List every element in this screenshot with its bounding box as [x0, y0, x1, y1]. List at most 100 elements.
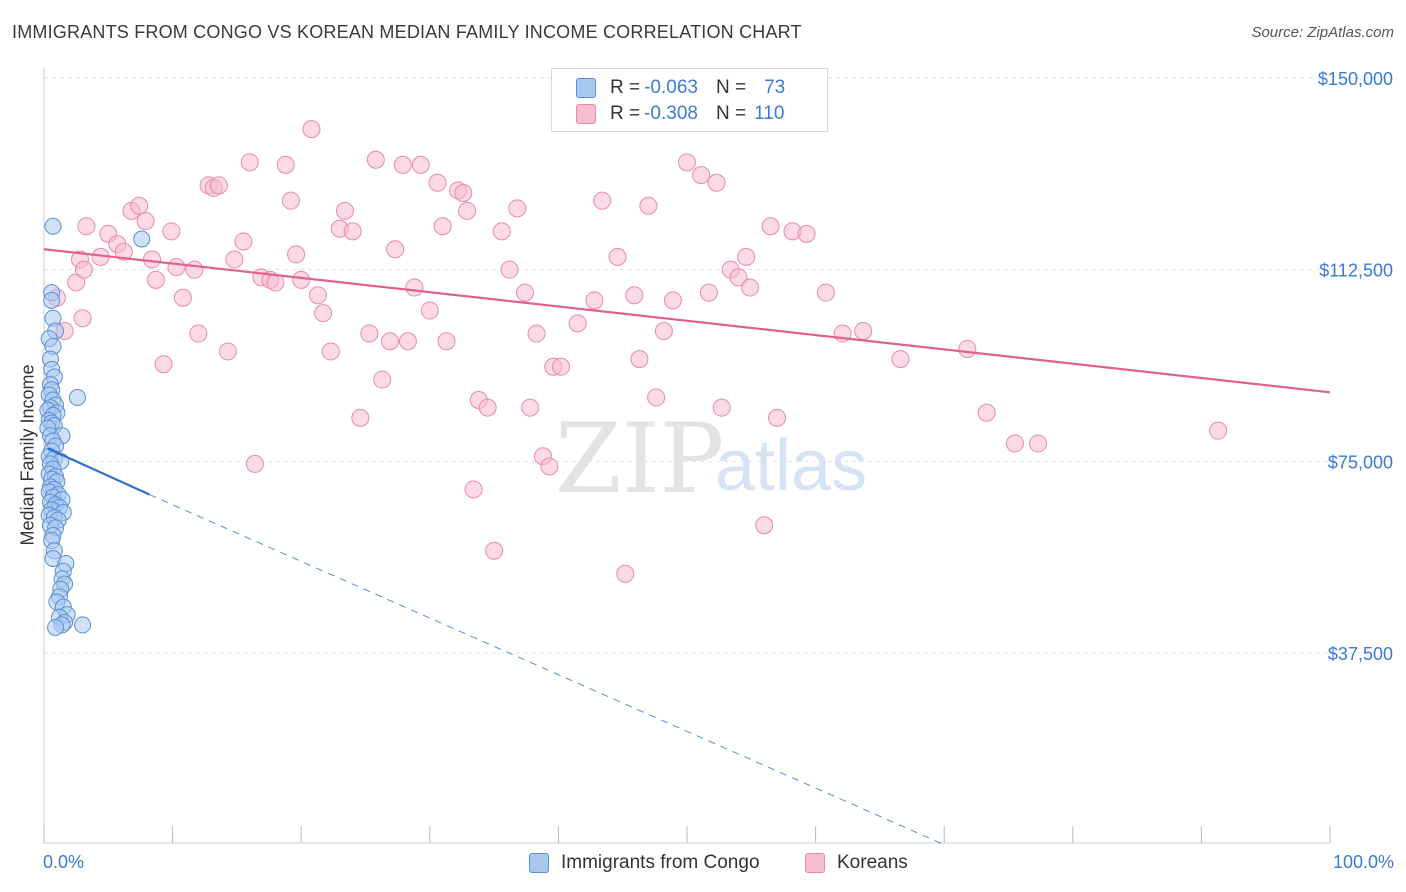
- korean-point: [741, 278, 760, 297]
- korean-point: [797, 224, 816, 243]
- korean-point: [360, 324, 379, 343]
- legend-n-value: 73: [764, 77, 786, 98]
- legend-swatch-korean: [576, 104, 596, 124]
- korean-point: [366, 150, 385, 169]
- korean-point: [625, 286, 644, 305]
- korean-point: [314, 304, 333, 323]
- korean-point: [977, 403, 996, 422]
- korean-point: [245, 454, 264, 473]
- korean-point: [234, 232, 253, 251]
- korean-point: [663, 291, 682, 310]
- korean-point: [958, 339, 977, 358]
- chart-title: IMMIGRANTS FROM CONGO VS KOREAN MEDIAN F…: [12, 22, 802, 42]
- y-tick-label: $37,500: [1328, 644, 1393, 664]
- korean-point: [433, 217, 452, 236]
- korean-point: [437, 332, 456, 351]
- korean-trend-line: [43, 248, 1331, 394]
- korean-point: [1029, 434, 1048, 453]
- korean-point: [351, 408, 370, 427]
- legend-r-label: R =: [610, 103, 641, 124]
- trend-lines: [43, 248, 1331, 846]
- korean-point: [114, 242, 133, 261]
- korean-point: [521, 398, 540, 417]
- korean-point: [699, 283, 718, 302]
- korean-point: [287, 245, 306, 264]
- legend-swatch-congo: [576, 78, 596, 98]
- korean-point: [130, 196, 149, 215]
- korean-point: [405, 278, 424, 297]
- congo-point: [74, 616, 92, 634]
- korean-point: [568, 314, 587, 333]
- korean-point: [143, 250, 162, 269]
- korean-point: [630, 350, 649, 369]
- korean-point: [854, 322, 873, 340]
- korean-point: [678, 153, 696, 172]
- korean-point: [209, 176, 228, 195]
- watermark: ZIP atlas: [555, 403, 867, 515]
- x-tick-label-max: 100.0%: [1332, 852, 1394, 872]
- legend-swatch-congo: [529, 853, 549, 873]
- korean-point: [189, 324, 208, 343]
- korean-point: [136, 212, 155, 231]
- korean-point: [608, 247, 627, 266]
- congo-points: [39, 217, 151, 636]
- legend-n-value: 110: [754, 103, 785, 124]
- legend-item-korean: Koreans: [805, 852, 908, 874]
- legend-row-congo: R = -0.063 N = 73: [576, 77, 785, 99]
- korean-point: [73, 309, 92, 328]
- korean-point: [386, 240, 405, 259]
- korean-point: [500, 260, 519, 279]
- korean-point: [485, 541, 504, 560]
- legend-r-value: -0.308: [644, 103, 698, 124]
- korean-point: [77, 217, 96, 236]
- korean-point: [458, 201, 477, 220]
- korean-point: [276, 155, 295, 174]
- korean-point: [593, 191, 612, 210]
- korean-point: [515, 283, 534, 302]
- korean-point: [654, 322, 673, 340]
- legend-n-label: N =: [715, 103, 747, 124]
- korean-point: [692, 166, 711, 185]
- korean-point: [616, 564, 635, 583]
- korean-point: [737, 247, 756, 266]
- korean-point: [816, 283, 835, 302]
- korean-point: [527, 324, 546, 343]
- source-note: Source: ZipAtlas.com: [1251, 24, 1394, 41]
- korean-point: [411, 155, 430, 174]
- legend-label-korean: Koreans: [837, 852, 908, 873]
- congo-trend-line: [47, 447, 150, 496]
- correlation-legend: R = -0.063 N = 73 R = -0.308 N = 110: [551, 68, 828, 132]
- korean-point: [492, 222, 511, 241]
- korean-point: [891, 350, 910, 369]
- korean-point: [146, 270, 165, 289]
- korean-point: [1005, 434, 1024, 453]
- korean-point: [639, 196, 658, 215]
- korean-point: [464, 480, 483, 499]
- watermark-zip: ZIP: [555, 403, 724, 515]
- legend-r-label: R =: [610, 77, 641, 98]
- congo-trend-extension: [149, 494, 945, 846]
- congo-point: [44, 217, 62, 235]
- korean-point: [755, 516, 774, 535]
- korean-point: [729, 268, 748, 287]
- korean-point: [154, 355, 173, 374]
- korean-point: [540, 457, 559, 476]
- korean-point: [761, 217, 780, 236]
- y-axis-label: Median Family Income: [17, 364, 38, 546]
- korean-point: [167, 258, 186, 277]
- korean-point: [335, 201, 354, 220]
- korean-point: [478, 398, 497, 417]
- korean-point: [281, 191, 300, 210]
- korean-point: [712, 398, 731, 417]
- korean-point: [454, 184, 473, 202]
- congo-point: [43, 291, 61, 309]
- korean-point: [551, 357, 570, 376]
- korean-point: [420, 301, 439, 320]
- series-legend: Immigrants from Congo Koreans: [0, 852, 1406, 878]
- congo-point: [47, 618, 65, 636]
- korean-point: [428, 173, 447, 192]
- korean-point: [373, 370, 392, 389]
- y-tick-label: $112,500: [1319, 261, 1393, 281]
- korean-points: [47, 76, 1228, 583]
